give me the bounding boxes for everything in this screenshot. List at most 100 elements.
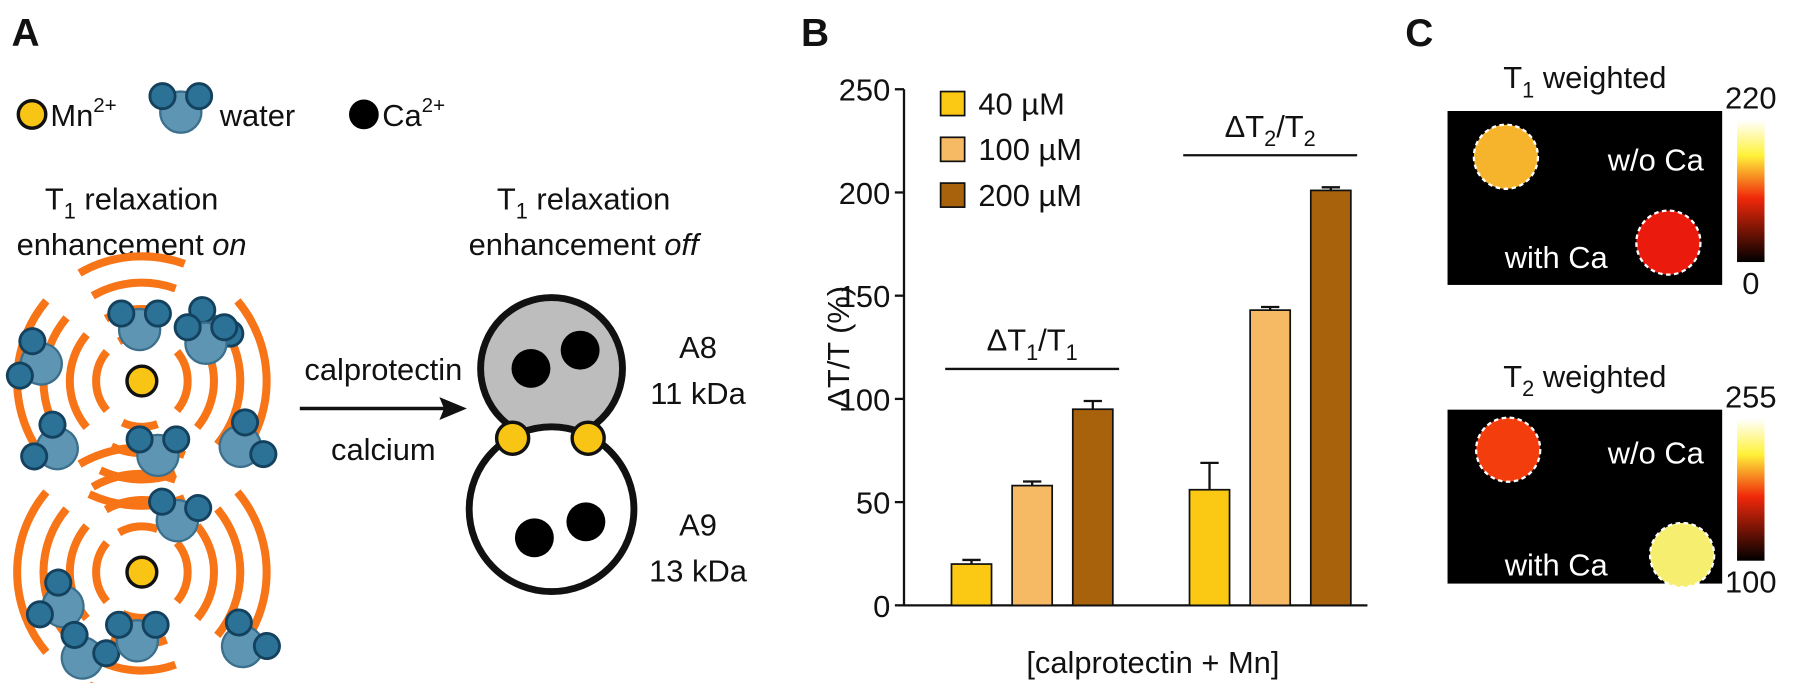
hydrogen <box>224 608 253 637</box>
sample-label: w/o Ca <box>1607 143 1705 178</box>
ca-ion <box>560 330 600 370</box>
ann-sub: 1 <box>1026 340 1038 365</box>
panel-label: A <box>11 12 39 55</box>
error-bar <box>1200 461 1219 490</box>
colorbar-max: 255 <box>1725 379 1777 414</box>
water-molecule <box>20 410 79 471</box>
subunit-name: A9 <box>679 508 717 543</box>
title-base: T <box>1503 359 1522 394</box>
hydrogen <box>249 440 278 469</box>
mri-images: T1 weighted w/o Ca with Ca 220 0 T2 weighted w… <box>1447 60 1777 600</box>
legend-swatch <box>939 182 966 208</box>
sample-label: with Ca <box>1504 548 1609 583</box>
legend-swatch <box>939 90 966 117</box>
error-bar <box>962 558 981 565</box>
hydrogen <box>60 620 89 649</box>
colorbar-max: 220 <box>1725 81 1777 116</box>
colorbar-min: 0 <box>1742 266 1759 301</box>
relaxation-arc <box>92 540 111 605</box>
mn-ion <box>125 364 159 398</box>
hydrogen <box>231 408 260 437</box>
subunit-a9 <box>465 423 638 596</box>
colorbar-min: 100 <box>1725 565 1777 600</box>
error-bar <box>1261 305 1280 311</box>
colorbar <box>1737 120 1765 263</box>
error-bar <box>1023 480 1042 486</box>
y-tick-label: 0 <box>873 589 890 624</box>
y-tick-label: 200 <box>839 176 891 211</box>
water-molecule <box>107 299 172 352</box>
water-molecule <box>104 610 170 663</box>
panel-label: C <box>1405 12 1433 55</box>
ann-base: ΔT <box>1225 109 1265 144</box>
group-annotation: ΔT1/T1 <box>987 323 1078 365</box>
mn-ion <box>570 420 606 457</box>
hydrogen <box>252 632 281 661</box>
error-bar <box>1321 186 1340 191</box>
legend-water: water <box>219 98 295 133</box>
bar <box>1309 189 1352 607</box>
bar <box>1188 488 1231 607</box>
title-rest: weighted <box>1534 359 1666 394</box>
title-sub: 2 <box>1522 376 1534 401</box>
hydrogen <box>92 639 121 668</box>
ca-ion <box>566 502 606 542</box>
mn-ion <box>125 555 159 589</box>
ca-icon <box>349 99 379 130</box>
hydrogen <box>38 410 67 439</box>
subunit-mass: 13 kDa <box>649 553 748 588</box>
water-molecule <box>25 568 85 629</box>
hydrogen <box>148 82 177 111</box>
figure-body: A Mn2+ water Ca2+ T1 relaxation enhancem… <box>5 12 1777 683</box>
ann-mid: /T <box>1276 109 1304 144</box>
relaxation-arc <box>90 469 177 491</box>
colorbar <box>1737 418 1765 561</box>
sample-tube <box>1648 521 1716 589</box>
hydrogen <box>184 494 213 523</box>
relaxation-arc <box>77 252 186 277</box>
hydrogen <box>210 313 239 342</box>
ann-sub: 2 <box>1264 126 1276 151</box>
panel-label: B <box>801 12 829 55</box>
hydrogen <box>44 568 73 597</box>
image-title: T1 weighted <box>1503 60 1666 102</box>
water-molecule <box>5 327 63 390</box>
ann-base: ΔT <box>987 323 1027 358</box>
ann-mid: /T <box>1038 323 1066 358</box>
ca-ion <box>511 349 551 388</box>
hydrogen <box>148 487 177 516</box>
sample-tube <box>1635 209 1702 276</box>
mn-ion <box>494 420 531 457</box>
y-tick-label: 50 <box>856 486 890 521</box>
subunit-a8 <box>477 294 626 443</box>
water-molecule <box>148 487 213 543</box>
bar-chart: B ΔT/T (%) [calprotectin + Mn] 0 50 100 150 200… <box>801 12 1368 680</box>
relaxation-drawing <box>5 82 281 683</box>
state-off-line1: T1 relaxation <box>497 181 670 223</box>
hydrogen <box>25 600 54 629</box>
y-axis-label: ΔT/T (%) <box>821 286 856 409</box>
sample-label: with Ca <box>1504 240 1609 275</box>
legend-mn: Mn2+ <box>50 94 116 133</box>
hydrogen <box>18 327 47 356</box>
relaxation-arc <box>117 522 159 537</box>
relaxation-arc <box>13 489 50 655</box>
subunit-name: A8 <box>679 330 717 365</box>
hydrogen <box>141 610 170 639</box>
arrow-top-label: calprotectin <box>304 352 462 387</box>
water-molecule <box>173 313 239 366</box>
subunit-mass: 11 kDa <box>650 376 746 411</box>
hydrogen <box>162 425 191 454</box>
relaxation-arc <box>173 540 192 605</box>
hydrogen <box>5 361 34 390</box>
sample-tube <box>1475 416 1542 483</box>
y-tick-label: 250 <box>839 73 891 108</box>
hydrogen <box>143 299 172 328</box>
mn-icon <box>16 98 48 130</box>
bar <box>1249 309 1292 607</box>
state-off-line2: enhancement off <box>469 227 702 262</box>
title-rest: weighted <box>1534 60 1666 95</box>
y-tick-label: 100 <box>839 382 891 417</box>
